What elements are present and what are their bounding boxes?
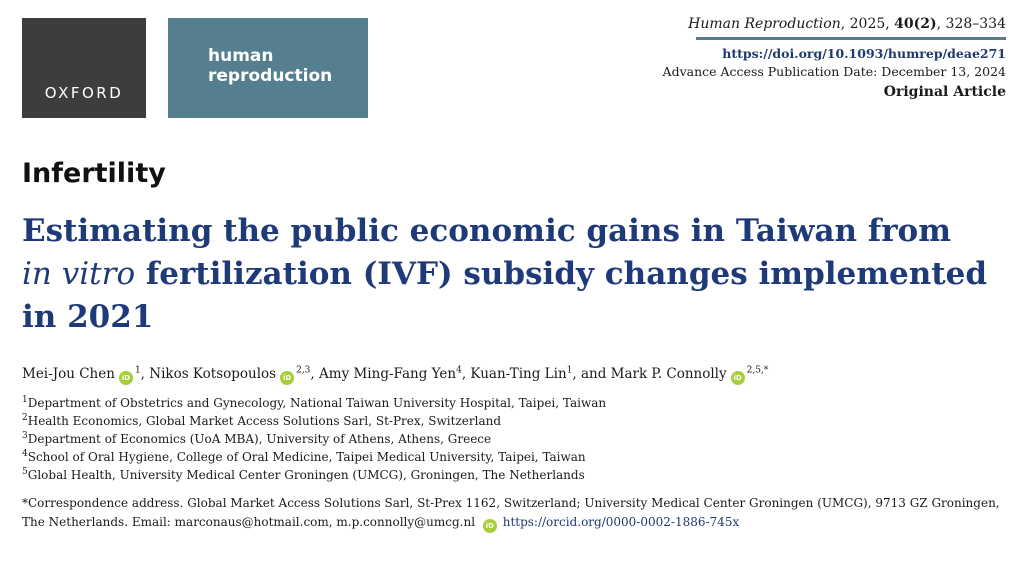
article-meta: Human Reproduction, 2025, 40(2), 328–334… <box>646 14 1006 103</box>
affiliation-text: Health Economics, Global Market Access S… <box>27 414 502 428</box>
title-line-1: Estimating the public economic gains in … <box>22 213 952 249</box>
header-rule <box>696 37 1006 40</box>
author-name[interactable]: Mei-Jou Chen <box>22 366 115 382</box>
orcid-icon[interactable]: iD <box>482 519 497 533</box>
citation: Human Reproduction, 2025, 40(2), 328–334 <box>646 14 1006 34</box>
author-separator: , <box>461 366 471 382</box>
orcid-icon[interactable]: iD <box>730 371 745 385</box>
section-heading: Infertility <box>22 158 166 189</box>
correspondence-line-1: *Correspondence address. Global Market A… <box>22 496 1000 510</box>
affiliation-num: 3 <box>22 431 28 441</box>
author-name[interactable]: Mark P. Connolly <box>610 366 727 382</box>
author-separator: , <box>310 366 320 382</box>
orcid-icon[interactable]: iD <box>280 371 295 385</box>
author-2[interactable]: Nikos Kotsopoulos iD2,3, <box>149 365 320 385</box>
affiliation-num: 2 <box>22 413 28 423</box>
journal-logo: human reproduction <box>168 18 368 118</box>
orcid-link[interactable]: https://orcid.org/0000-0002-1886-745x <box>502 515 740 529</box>
affiliation-num: 5 <box>22 467 28 477</box>
affiliation-num: 4 <box>22 449 28 459</box>
affiliations: 1Department of Obstetrics and Gynecology… <box>22 394 606 484</box>
affiliation-item: 2Health Economics, Global Market Access … <box>22 412 606 430</box>
author-1[interactable]: Mei-Jou Chen iD1, <box>22 365 150 385</box>
article-type: Original Article <box>883 84 1006 100</box>
title-line-3: in 2021 <box>22 299 154 335</box>
author-affil-sup: 2,5,* <box>746 365 769 376</box>
oxford-logo: OXFORD <box>22 18 146 118</box>
citation-pages: , 328–334 <box>936 16 1006 32</box>
affiliation-text: Department of Obstetrics and Gynecology,… <box>27 396 607 410</box>
doi-link[interactable]: https://doi.org/10.1093/humrep/deae271 <box>722 46 1006 61</box>
affiliation-text: Department of Economics (UoA MBA), Unive… <box>27 432 492 446</box>
citation-year: , 2025, <box>840 16 895 32</box>
author-affil-sup: 2,3 <box>296 365 311 376</box>
correspondence-line-2: The Netherlands. Email: marconaus@hotmai… <box>22 513 1012 533</box>
author-name[interactable]: Amy Ming-Fang Yen <box>319 366 457 382</box>
correspondence-email[interactable]: The Netherlands. Email: marconaus@hotmai… <box>22 515 476 529</box>
article-title: Estimating the public economic gains in … <box>22 210 1012 339</box>
affiliation-num: 1 <box>22 395 28 405</box>
affiliation-item: 5Global Health, University Medical Cente… <box>22 466 606 484</box>
affiliation-text: School of Oral Hygiene, College of Oral … <box>27 450 586 464</box>
affiliation-text: Global Health, University Medical Center… <box>27 468 585 482</box>
author-name[interactable]: Kuan-Ting Lin <box>470 366 567 382</box>
author-name[interactable]: Nikos Kotsopoulos <box>149 366 277 382</box>
affiliation-item: 3Department of Economics (UoA MBA), Univ… <box>22 430 606 448</box>
author-3[interactable]: Amy Ming-Fang Yen4, <box>319 366 470 382</box>
author-list: Mei-Jou Chen iD1, Nikos Kotsopoulos iD2,3,… <box>22 364 768 385</box>
journal-logo-line2: reproduction <box>208 66 333 86</box>
citation-volume: 40(2) <box>894 16 937 32</box>
author-affil-sup: 1 <box>134 365 141 376</box>
affiliation-item: 4School of Oral Hygiene, College of Oral… <box>22 448 606 466</box>
author-4[interactable]: Kuan-Ting Lin1, and <box>470 366 610 382</box>
affiliation-item: 1Department of Obstetrics and Gynecology… <box>22 394 606 412</box>
author-5[interactable]: Mark P. Connolly iD2,5,* <box>610 365 769 385</box>
publication-date: Advance Access Publication Date: Decembe… <box>662 64 1006 79</box>
correspondence: *Correspondence address. Global Market A… <box>22 494 1012 533</box>
author-separator: , <box>140 366 150 382</box>
journal-logo-line1: human <box>208 46 274 66</box>
title-italic: in vitro <box>22 256 136 292</box>
author-affil-sup: 1 <box>566 365 573 376</box>
author-affil-sup: 4 <box>456 365 462 376</box>
author-separator: , and <box>572 366 611 382</box>
journal-name: Human Reproduction <box>688 16 841 32</box>
orcid-icon[interactable]: iD <box>118 371 133 385</box>
oxford-logo-text: OXFORD <box>44 84 124 102</box>
title-line-2: in vitro fertilization (IVF) subsidy cha… <box>22 253 1012 296</box>
title-line-2-rest: fertilization (IVF) subsidy changes impl… <box>135 256 988 292</box>
